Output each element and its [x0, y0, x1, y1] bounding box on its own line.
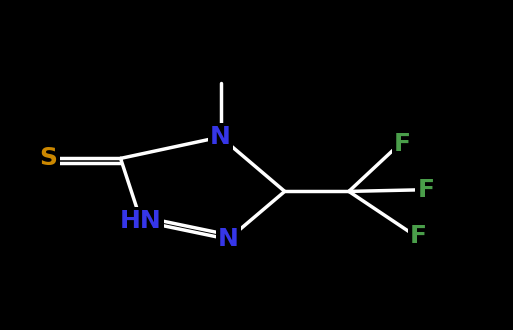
Text: F: F — [417, 178, 435, 202]
Text: S: S — [40, 147, 58, 170]
Text: HN: HN — [120, 209, 162, 233]
Text: F: F — [409, 224, 427, 248]
Text: N: N — [210, 125, 231, 149]
Text: N: N — [218, 227, 239, 251]
Text: F: F — [394, 132, 411, 155]
